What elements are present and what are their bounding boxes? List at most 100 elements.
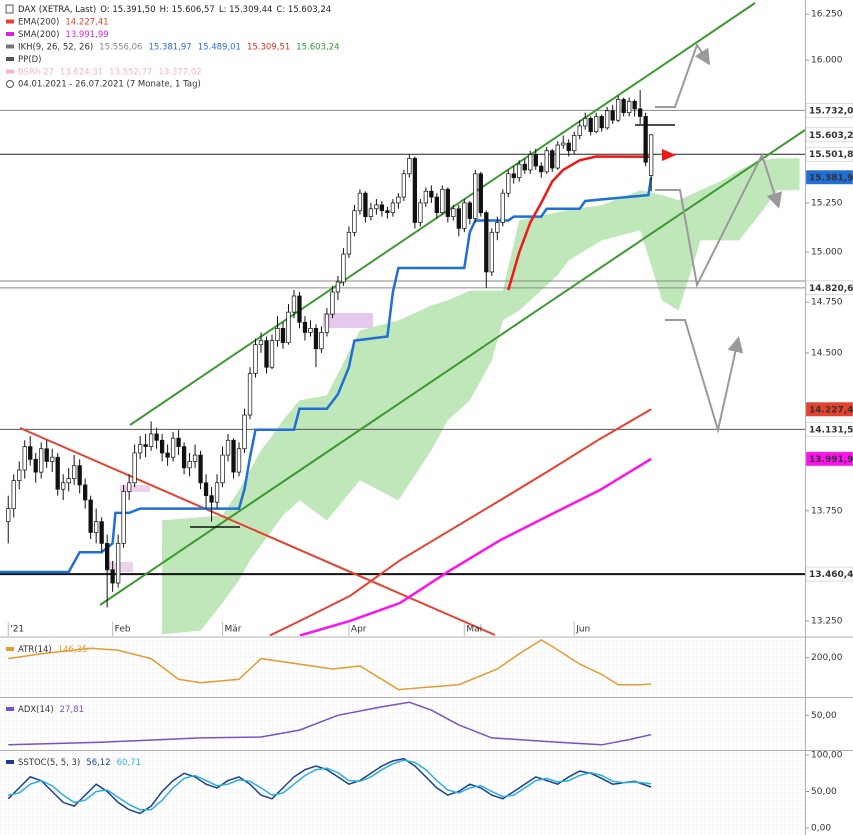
zone [108, 562, 133, 572]
candle-body [214, 482, 220, 503]
price-label-box [805, 103, 853, 118]
y-tick-label: 14.500 [811, 348, 843, 358]
candle-body [115, 543, 121, 584]
candle-body [390, 202, 396, 214]
legend-icon [6, 19, 14, 24]
indicator-name: ADX(14) [18, 705, 54, 715]
panel-legend: ADX(14) 27,81 [18, 705, 84, 715]
price-label: 15.603,24 [809, 131, 853, 141]
candle-body [269, 340, 275, 368]
candle-body [363, 192, 368, 217]
projection [655, 152, 782, 289]
price-label: 15.501,84 [809, 150, 853, 160]
quote: H: 15.606,57 [160, 5, 215, 15]
legend-icon [5, 4, 14, 14]
candle-body [429, 190, 434, 198]
legend-icon [6, 44, 14, 49]
candle-body [528, 154, 533, 171]
candle-body [407, 158, 412, 175]
candle-body [88, 499, 93, 533]
price-label-box [805, 170, 853, 185]
price-label: 14.131,52 [809, 425, 853, 435]
candle-body [423, 190, 429, 204]
candle-body [220, 454, 225, 484]
candle-body [187, 461, 192, 469]
indicator-line [8, 639, 652, 691]
candle-body [616, 99, 621, 121]
x-tick-label: '21 [10, 625, 24, 635]
candle-body [495, 222, 500, 233]
candle-body [231, 439, 236, 473]
price-label: 15.732,06 [809, 106, 853, 116]
candle-body [583, 117, 588, 127]
candle-body [258, 340, 264, 346]
candle-body [154, 433, 159, 441]
trend-line [19, 427, 496, 636]
candle-body [522, 163, 527, 171]
candle-body [335, 281, 341, 293]
y-tick-label: 13.250 [811, 616, 843, 626]
candle-body [396, 196, 401, 204]
candle-body [83, 484, 88, 501]
candle-body [50, 456, 55, 462]
candle-body [544, 150, 549, 173]
candle-body [148, 433, 154, 447]
candle-body [621, 99, 626, 114]
candle-body [126, 482, 132, 492]
candles [6, 90, 654, 608]
candle-body [500, 192, 505, 223]
indicator-reading: 15.309,51 [247, 42, 290, 52]
candle-body [506, 173, 511, 194]
price-label-box [805, 127, 853, 143]
candle-body [236, 448, 242, 473]
cloud-layer [162, 158, 800, 635]
candle-body [566, 142, 571, 152]
indicator-reading: 13.624,31 [60, 67, 103, 77]
candle-body [275, 328, 280, 341]
candle-body [225, 439, 231, 456]
candle-body [209, 495, 214, 503]
candle-body [77, 465, 82, 486]
axes: 16.250 16.000 15.250 15.000 14.750 14.500 13.7… [7, 10, 853, 833]
projection [655, 42, 711, 108]
price-label-box [805, 422, 853, 437]
indicator-reading: 15.489,01 [198, 42, 241, 52]
candle-body [489, 231, 494, 273]
y-tick-label: 50,00 [811, 787, 837, 797]
candle-body [319, 332, 324, 350]
candle-body [72, 465, 77, 479]
y-tick-label: 13.750 [811, 506, 843, 516]
candle-body [352, 210, 357, 233]
candle-body [484, 212, 489, 273]
level-layer [0, 109, 805, 576]
candle-body [137, 444, 143, 454]
legend-bg [0, 0, 330, 91]
candle-body [203, 482, 209, 497]
zone [120, 485, 150, 492]
x-tick-label: Mai [466, 625, 482, 635]
candle-body [478, 173, 483, 214]
indicator-line [507, 155, 652, 291]
clock-icon [6, 80, 14, 88]
candle-body [94, 521, 99, 533]
candle-body [110, 569, 115, 584]
candle-body [610, 110, 615, 121]
candle-body [181, 446, 187, 469]
candle-body [297, 295, 302, 323]
candle-body [286, 311, 291, 343]
candle-body [99, 521, 104, 544]
panel-bg [0, 751, 805, 835]
legend-entry: SMA(200) 13.991,99 [18, 30, 109, 40]
candle-body [159, 439, 165, 454]
legend-entry: PP(D) [18, 55, 41, 65]
candle-body [605, 110, 610, 129]
indicator-reading: 15.603,24 [296, 42, 339, 52]
quote: C: 15.603,24 [276, 5, 331, 15]
candle-body [242, 414, 247, 450]
candle-body [555, 144, 560, 169]
indicator-reading: 15.556,06 [99, 42, 142, 52]
legend-entry: BSRh 27 13.624,31 13.552,77 13.377,02 [18, 67, 202, 77]
y-tick-label: 100,00 [811, 751, 843, 761]
legend-icon [6, 647, 14, 651]
candle-body [176, 437, 181, 447]
